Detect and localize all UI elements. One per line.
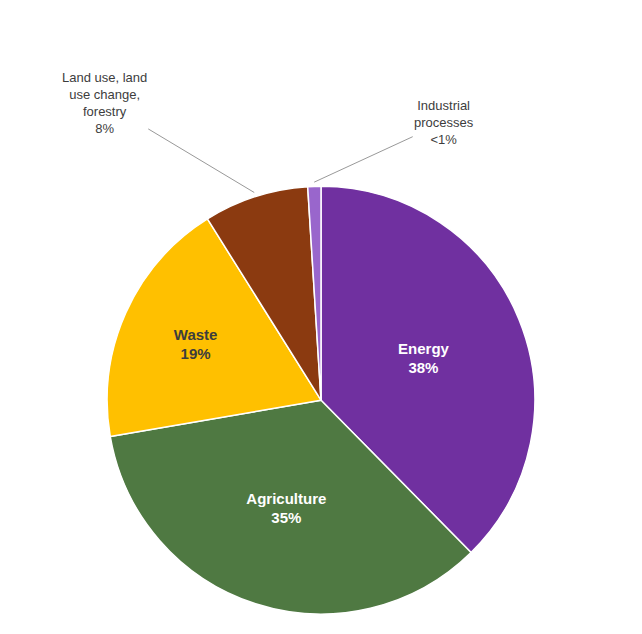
svg-text:Energy38%: Energy38% — [398, 340, 450, 377]
svg-text:Waste19%: Waste19% — [174, 326, 218, 363]
svg-text:Agriculture35%: Agriculture35% — [246, 490, 326, 527]
svg-text:Industrialprocesses<1%: Industrialprocesses<1% — [414, 98, 474, 147]
svg-text:Land use, landuse change,fores: Land use, landuse change,forestry8% — [62, 70, 147, 136]
